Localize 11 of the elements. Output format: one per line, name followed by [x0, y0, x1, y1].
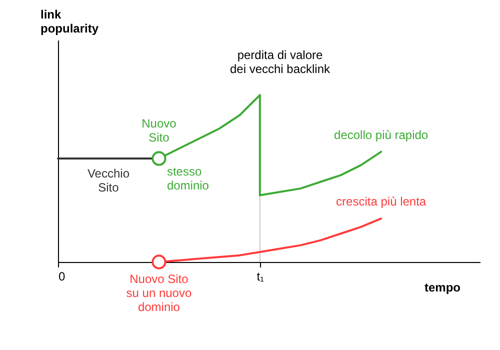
x-tick-label: t₁ — [256, 270, 264, 284]
text: perdita di valore dei vecchi backlink — [230, 48, 332, 76]
series-label: decollo più rapido — [334, 128, 428, 142]
annotation: Nuovo Sito su un nuovo dominio — [126, 272, 192, 314]
x-tick-label: 0 — [58, 270, 66, 284]
annotation: Nuovo Sito — [142, 116, 177, 145]
y-axis-title: link popularity — [40, 8, 99, 36]
series-label: Vecchio Sito — [87, 166, 130, 195]
series-label: crescita più lenta — [336, 194, 426, 209]
annotation: stesso dominio — [166, 164, 210, 193]
x-axis-title: tempo — [424, 280, 460, 294]
